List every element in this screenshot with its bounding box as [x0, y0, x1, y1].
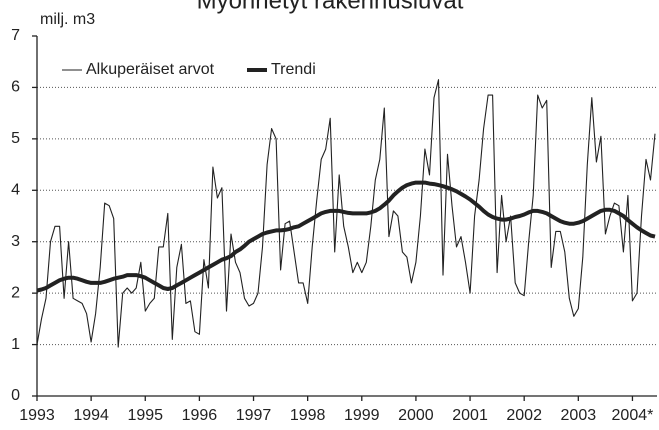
- y-tick-label: 4: [11, 182, 20, 199]
- chart-title: Myönnetyt rakennusluvat: [197, 0, 464, 14]
- x-tick-label: 2000: [398, 407, 434, 424]
- x-tick-label: 2004*: [612, 407, 654, 424]
- legend-label: Alkuperäiset arvot: [86, 61, 215, 78]
- y-tick-label: 6: [11, 79, 20, 96]
- data-line: [36, 180, 656, 293]
- y-tick-label: 0: [11, 387, 20, 404]
- y-tick-label: 5: [11, 130, 20, 147]
- x-tick-label: 1999: [344, 407, 380, 424]
- x-tick-label: 1996: [182, 407, 218, 424]
- x-tick-label: 1994: [73, 407, 109, 424]
- x-tick-label: 1997: [236, 407, 272, 424]
- y-tick-label: 1: [11, 336, 20, 353]
- y-tick-label: 7: [11, 27, 20, 44]
- x-tick-label: 1998: [290, 407, 326, 424]
- y-tick-label: 3: [11, 233, 20, 250]
- x-tick-label: 1993: [19, 407, 55, 424]
- x-tick-label: 2003: [561, 407, 597, 424]
- y-axis-label: milj. m3: [40, 11, 95, 28]
- x-tick-label: 2001: [452, 407, 488, 424]
- y-tick-label: 2: [11, 284, 20, 301]
- legend-label: Trendi: [271, 61, 316, 78]
- x-tick-label: 1995: [127, 407, 163, 424]
- x-tick-label: 2002: [506, 407, 542, 424]
- data-line: [36, 79, 656, 348]
